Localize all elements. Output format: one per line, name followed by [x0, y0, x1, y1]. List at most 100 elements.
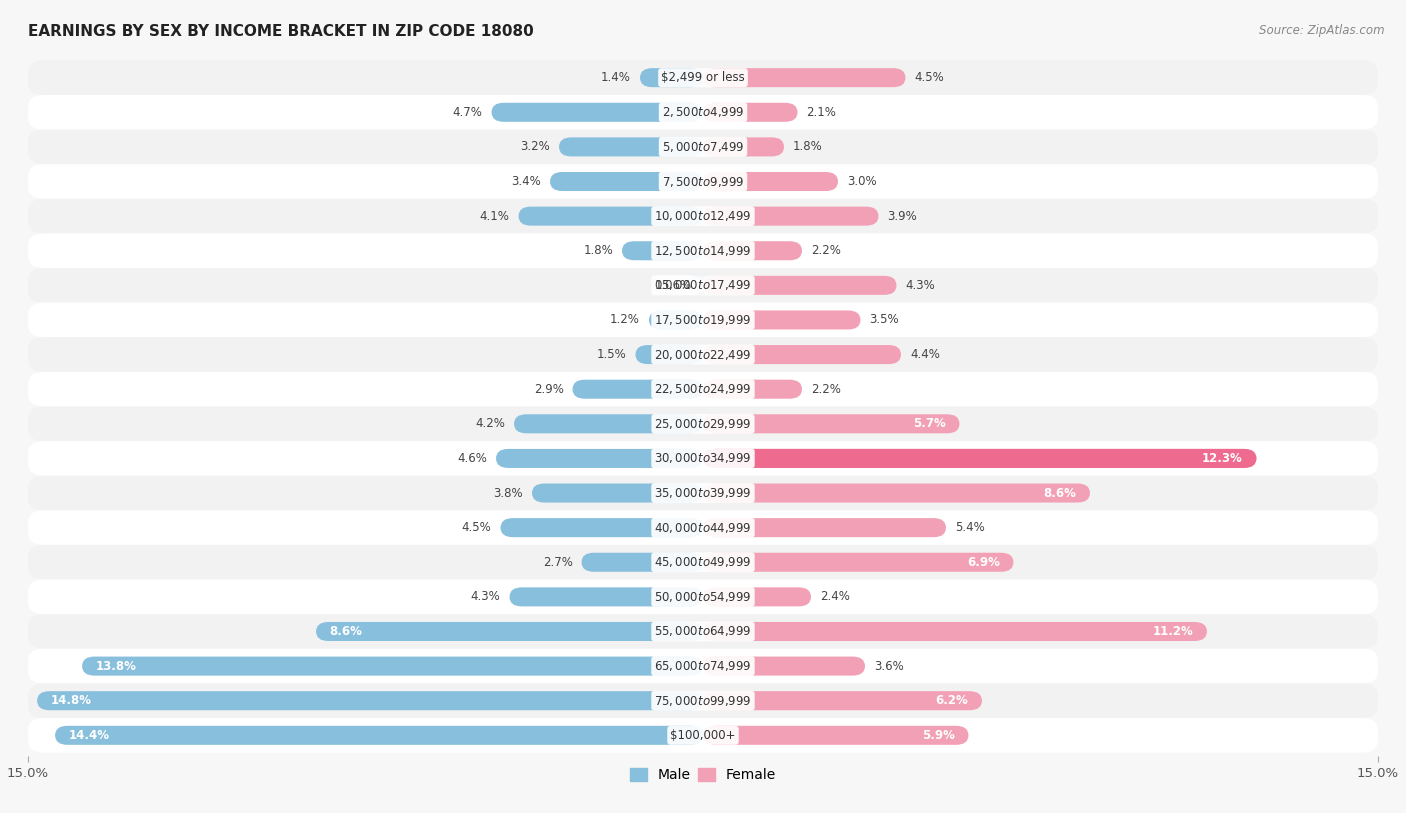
Text: 3.5%: 3.5% — [869, 314, 898, 327]
FancyBboxPatch shape — [28, 545, 1378, 580]
Text: $22,500 to $24,999: $22,500 to $24,999 — [654, 382, 752, 396]
Text: 8.6%: 8.6% — [1043, 486, 1077, 499]
FancyBboxPatch shape — [560, 137, 703, 156]
FancyBboxPatch shape — [28, 614, 1378, 649]
Text: $20,000 to $22,499: $20,000 to $22,499 — [654, 348, 752, 362]
FancyBboxPatch shape — [703, 345, 901, 364]
Text: 2.2%: 2.2% — [811, 383, 841, 396]
FancyBboxPatch shape — [703, 657, 865, 676]
Text: 5.9%: 5.9% — [922, 728, 955, 741]
Text: 6.2%: 6.2% — [936, 694, 969, 707]
FancyBboxPatch shape — [492, 102, 703, 122]
Text: 2.4%: 2.4% — [820, 590, 849, 603]
Text: $5,000 to $7,499: $5,000 to $7,499 — [662, 140, 744, 154]
Text: $40,000 to $44,999: $40,000 to $44,999 — [654, 520, 752, 535]
FancyBboxPatch shape — [640, 68, 703, 87]
Text: 0.06%: 0.06% — [654, 279, 692, 292]
Text: $7,500 to $9,999: $7,500 to $9,999 — [662, 175, 744, 189]
FancyBboxPatch shape — [28, 302, 1378, 337]
Text: $12,500 to $14,999: $12,500 to $14,999 — [654, 244, 752, 258]
FancyBboxPatch shape — [55, 726, 703, 745]
Text: 4.2%: 4.2% — [475, 417, 505, 430]
FancyBboxPatch shape — [28, 233, 1378, 268]
FancyBboxPatch shape — [703, 415, 959, 433]
FancyBboxPatch shape — [28, 129, 1378, 164]
FancyBboxPatch shape — [82, 657, 703, 676]
Text: 14.4%: 14.4% — [69, 728, 110, 741]
Text: 4.4%: 4.4% — [910, 348, 939, 361]
FancyBboxPatch shape — [28, 199, 1378, 233]
FancyBboxPatch shape — [703, 68, 905, 87]
Text: $2,499 or less: $2,499 or less — [661, 72, 745, 85]
Text: $45,000 to $49,999: $45,000 to $49,999 — [654, 555, 752, 569]
Text: 2.2%: 2.2% — [811, 244, 841, 257]
Text: $17,500 to $19,999: $17,500 to $19,999 — [654, 313, 752, 327]
Text: 4.3%: 4.3% — [905, 279, 935, 292]
Text: 2.9%: 2.9% — [534, 383, 564, 396]
FancyBboxPatch shape — [650, 311, 703, 329]
Text: 3.4%: 3.4% — [512, 175, 541, 188]
FancyBboxPatch shape — [28, 60, 1378, 95]
FancyBboxPatch shape — [703, 172, 838, 191]
FancyBboxPatch shape — [28, 406, 1378, 441]
Text: $35,000 to $39,999: $35,000 to $39,999 — [654, 486, 752, 500]
Text: 5.7%: 5.7% — [914, 417, 946, 430]
FancyBboxPatch shape — [550, 172, 703, 191]
Text: 3.9%: 3.9% — [887, 210, 917, 223]
Text: $50,000 to $54,999: $50,000 to $54,999 — [654, 590, 752, 604]
FancyBboxPatch shape — [703, 102, 797, 122]
FancyBboxPatch shape — [28, 511, 1378, 545]
FancyBboxPatch shape — [703, 449, 1257, 468]
FancyBboxPatch shape — [703, 380, 801, 398]
Text: $75,000 to $99,999: $75,000 to $99,999 — [654, 693, 752, 707]
Text: Source: ZipAtlas.com: Source: ZipAtlas.com — [1260, 24, 1385, 37]
FancyBboxPatch shape — [28, 441, 1378, 476]
Text: 2.7%: 2.7% — [543, 556, 572, 569]
FancyBboxPatch shape — [316, 622, 703, 641]
Text: 4.1%: 4.1% — [479, 210, 509, 223]
Text: 6.9%: 6.9% — [967, 556, 1000, 569]
Text: 4.3%: 4.3% — [471, 590, 501, 603]
FancyBboxPatch shape — [28, 372, 1378, 406]
FancyBboxPatch shape — [572, 380, 703, 398]
FancyBboxPatch shape — [703, 241, 801, 260]
FancyBboxPatch shape — [28, 476, 1378, 511]
FancyBboxPatch shape — [703, 276, 897, 295]
Text: 1.2%: 1.2% — [610, 314, 640, 327]
FancyBboxPatch shape — [28, 95, 1378, 129]
Text: $15,000 to $17,499: $15,000 to $17,499 — [654, 278, 752, 293]
Text: 1.4%: 1.4% — [602, 72, 631, 85]
FancyBboxPatch shape — [703, 311, 860, 329]
FancyBboxPatch shape — [519, 207, 703, 226]
FancyBboxPatch shape — [28, 268, 1378, 302]
Legend: Male, Female: Male, Female — [624, 763, 782, 788]
FancyBboxPatch shape — [703, 691, 981, 711]
Text: 8.6%: 8.6% — [329, 625, 363, 638]
FancyBboxPatch shape — [703, 137, 785, 156]
Text: 12.3%: 12.3% — [1202, 452, 1243, 465]
Text: 1.8%: 1.8% — [583, 244, 613, 257]
Text: 1.5%: 1.5% — [596, 348, 627, 361]
Text: 1.8%: 1.8% — [793, 141, 823, 154]
Text: $55,000 to $64,999: $55,000 to $64,999 — [654, 624, 752, 638]
FancyBboxPatch shape — [28, 718, 1378, 753]
FancyBboxPatch shape — [28, 649, 1378, 684]
FancyBboxPatch shape — [621, 241, 703, 260]
FancyBboxPatch shape — [703, 484, 1090, 502]
FancyBboxPatch shape — [703, 587, 811, 606]
Text: 3.6%: 3.6% — [875, 659, 904, 672]
Text: $100,000+: $100,000+ — [671, 728, 735, 741]
FancyBboxPatch shape — [703, 207, 879, 226]
Text: $10,000 to $12,499: $10,000 to $12,499 — [654, 209, 752, 223]
Text: 4.5%: 4.5% — [914, 72, 945, 85]
Text: 4.6%: 4.6% — [457, 452, 486, 465]
Text: $30,000 to $34,999: $30,000 to $34,999 — [654, 451, 752, 465]
Text: 4.7%: 4.7% — [453, 106, 482, 119]
FancyBboxPatch shape — [28, 164, 1378, 199]
FancyBboxPatch shape — [515, 415, 703, 433]
Text: $65,000 to $74,999: $65,000 to $74,999 — [654, 659, 752, 673]
FancyBboxPatch shape — [28, 580, 1378, 614]
Text: 5.4%: 5.4% — [955, 521, 984, 534]
FancyBboxPatch shape — [531, 484, 703, 502]
Text: $2,500 to $4,999: $2,500 to $4,999 — [662, 106, 744, 120]
